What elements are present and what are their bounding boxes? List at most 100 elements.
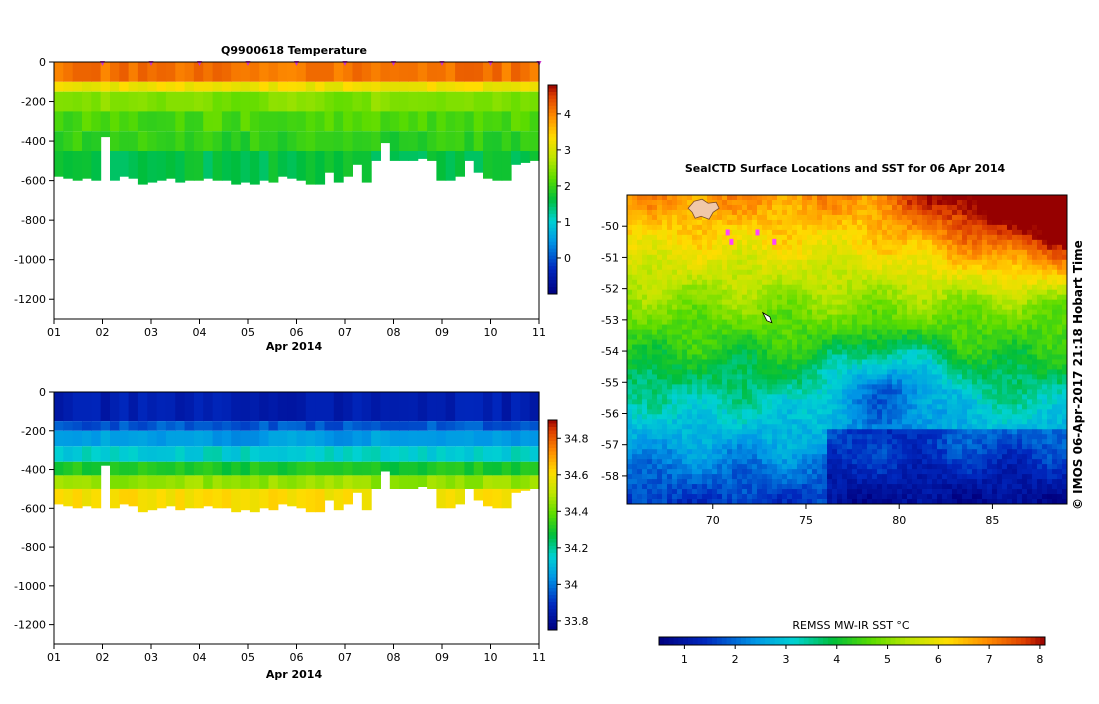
sst-cell <box>897 295 902 300</box>
sst-cell <box>897 255 902 260</box>
sst-cell <box>802 419 807 424</box>
sst-cell <box>962 354 967 359</box>
sst-cell <box>737 295 742 300</box>
sst-cell <box>852 275 857 280</box>
sst-cell <box>717 225 722 230</box>
sst-cell <box>837 350 842 355</box>
sst-cell <box>892 315 897 320</box>
sst-cell <box>717 235 722 240</box>
sst-cell <box>1057 350 1062 355</box>
sst-cell <box>627 200 632 205</box>
sst-cell <box>772 270 777 275</box>
sst-cell <box>892 350 897 355</box>
sst-cell <box>1027 330 1032 335</box>
sst-cell <box>957 369 962 374</box>
sst-cell <box>972 250 977 255</box>
sst-cell <box>727 265 732 270</box>
sst-cell <box>867 340 872 345</box>
colorbar-swatch <box>548 529 557 533</box>
sst-cell <box>637 245 642 250</box>
sst-cell <box>1002 245 1007 250</box>
sst-cell <box>997 295 1002 300</box>
sst-cell <box>757 359 762 364</box>
section-cell <box>520 475 530 489</box>
sst-cell <box>747 320 752 325</box>
sst-cell <box>827 409 832 414</box>
sst-cell <box>647 240 652 245</box>
sst-cell <box>887 340 892 345</box>
sst-cell <box>832 359 837 364</box>
sst-cell <box>962 205 967 210</box>
sst-cell <box>932 235 937 240</box>
sst-cell <box>907 200 912 205</box>
section-cell <box>250 475 260 489</box>
sst-cell <box>1012 364 1017 369</box>
sst-cell <box>682 225 687 230</box>
sst-cell <box>672 260 677 265</box>
section-cell <box>203 446 213 462</box>
sst-cell <box>922 220 927 225</box>
section-cell <box>530 111 540 131</box>
sst-cell <box>722 414 727 419</box>
sst-cell <box>692 369 697 374</box>
sst-cell <box>982 350 987 355</box>
y-tick-label: -200 <box>21 96 46 109</box>
section-cell <box>269 131 279 151</box>
sst-cell <box>937 295 942 300</box>
sst-cell <box>782 200 787 205</box>
sst-cell <box>942 404 947 409</box>
sst-cell <box>722 280 727 285</box>
sst-cell <box>732 315 737 320</box>
sst-cell <box>852 404 857 409</box>
sst-cell <box>722 394 727 399</box>
sst-cell <box>1012 280 1017 285</box>
sst-cell <box>692 409 697 414</box>
sst-cell <box>722 409 727 414</box>
sst-cell <box>927 270 932 275</box>
sst-cell <box>802 340 807 345</box>
sst-cell <box>797 379 802 384</box>
sst-cell <box>802 265 807 270</box>
sst-cell <box>972 374 977 379</box>
sst-cell <box>992 369 997 374</box>
sst-cell <box>857 295 862 300</box>
sst-cell <box>632 359 637 364</box>
sst-cell <box>1017 260 1022 265</box>
sst-cell <box>802 270 807 275</box>
sst-cell <box>1047 195 1052 200</box>
colorbar-swatch <box>548 462 557 466</box>
section-cell <box>408 131 418 151</box>
sst-cell <box>952 225 957 230</box>
sst-cell <box>997 300 1002 305</box>
section-cell <box>147 82 157 92</box>
sst-cell <box>767 245 772 250</box>
sst-cell <box>727 210 732 215</box>
sst-cell <box>677 250 682 255</box>
sst-cell <box>692 305 697 310</box>
sst-cell <box>852 384 857 389</box>
sst-cell <box>1047 305 1052 310</box>
sst-cell <box>807 195 812 200</box>
sst-cell <box>822 265 827 270</box>
sst-cell <box>687 195 692 200</box>
sst-cell <box>662 340 667 345</box>
sst-cell <box>682 255 687 260</box>
sst-cell <box>897 340 902 345</box>
sst-cell <box>822 215 827 220</box>
sst-cell <box>1007 230 1012 235</box>
sst-cell <box>962 320 967 325</box>
sst-cell <box>847 295 852 300</box>
sst-cell <box>782 305 787 310</box>
sst-cell <box>777 364 782 369</box>
sst-cell <box>847 369 852 374</box>
sst-cell <box>767 210 772 215</box>
sst-cell <box>922 419 927 424</box>
sst-cell <box>1052 354 1057 359</box>
section-cell <box>54 475 64 489</box>
sst-cell <box>992 364 997 369</box>
sst-cell <box>917 364 922 369</box>
sst-cell <box>897 384 902 389</box>
sst-cell <box>662 310 667 315</box>
sst-cell <box>1012 195 1017 200</box>
section-cell <box>390 446 400 462</box>
